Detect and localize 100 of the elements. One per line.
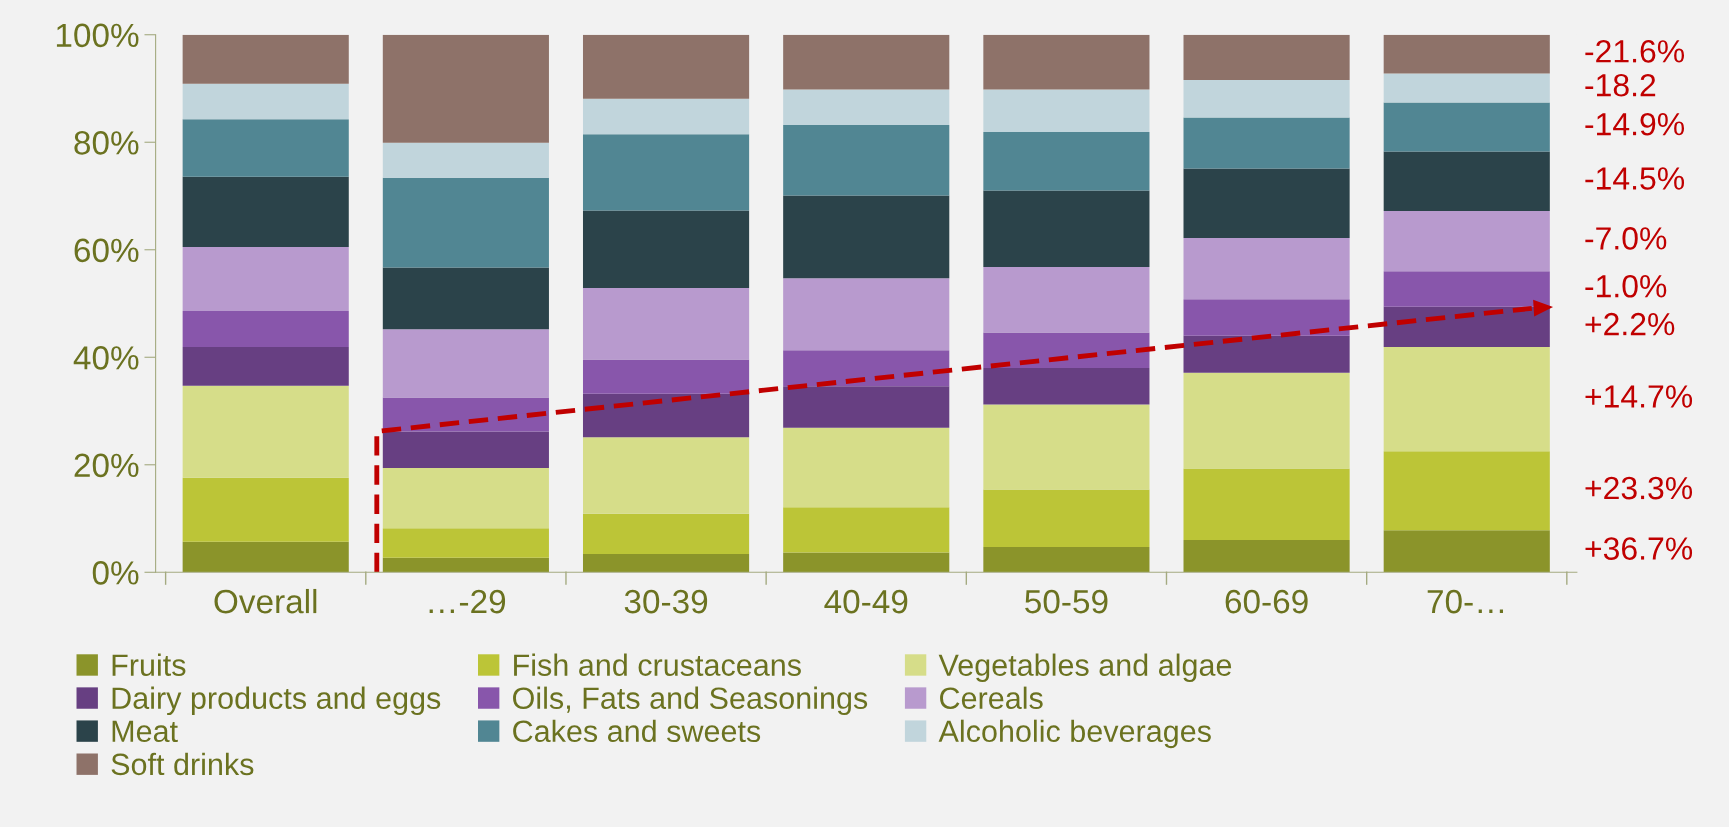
bar bbox=[1183, 372, 1350, 469]
bar bbox=[983, 489, 1150, 548]
bar bbox=[582, 437, 750, 514]
bar bbox=[783, 427, 950, 508]
legend-label: Dairy products and eggs bbox=[112, 686, 441, 716]
legend-label: Cakes and sweets bbox=[513, 719, 761, 743]
bar bbox=[1183, 117, 1350, 169]
bar bbox=[382, 267, 549, 330]
bar bbox=[382, 431, 549, 468]
bar bbox=[182, 385, 349, 478]
bar bbox=[582, 287, 750, 360]
bar bbox=[783, 195, 950, 279]
bar bbox=[1183, 168, 1350, 238]
text: +14.7% bbox=[1585, 385, 1693, 408]
x-tick-label: 70-… bbox=[1427, 589, 1503, 614]
bar bbox=[983, 332, 1150, 369]
bar bbox=[1383, 73, 1550, 103]
y-tick-label: 100% bbox=[56, 23, 139, 48]
legend-label: Fruits bbox=[112, 653, 186, 676]
bar bbox=[182, 83, 349, 120]
text: -21.6% bbox=[1585, 40, 1685, 63]
y-tick-label: 60% bbox=[74, 238, 139, 263]
bar bbox=[582, 34, 750, 99]
bar bbox=[1383, 271, 1550, 307]
y-tick-label: 40% bbox=[73, 346, 139, 370]
bar bbox=[1183, 79, 1350, 118]
bar bbox=[1383, 530, 1550, 573]
bar bbox=[1383, 102, 1550, 152]
y-tick-label: 0% bbox=[92, 561, 139, 585]
bar bbox=[783, 552, 950, 573]
bar bbox=[582, 393, 750, 438]
bar bbox=[582, 210, 750, 288]
text: -14.9% bbox=[1585, 112, 1685, 136]
bar bbox=[983, 266, 1150, 333]
legend-label: Fish and crustaceans bbox=[514, 653, 801, 676]
bar bbox=[983, 132, 1150, 191]
bar bbox=[182, 347, 349, 386]
bar bbox=[983, 34, 1150, 90]
legend-label: Soft drinks bbox=[111, 752, 254, 776]
bar bbox=[783, 278, 950, 351]
bar bbox=[182, 119, 349, 177]
bar bbox=[182, 311, 349, 348]
bar bbox=[783, 507, 950, 553]
bar bbox=[1183, 335, 1350, 373]
bar bbox=[983, 190, 1150, 267]
x-tick-label: 50-59 bbox=[1025, 589, 1108, 614]
x-tick-label: 30-39 bbox=[624, 589, 708, 614]
text: -18.2 bbox=[1585, 73, 1656, 97]
x-tick-label: Overall bbox=[214, 588, 317, 614]
bar bbox=[1383, 151, 1550, 212]
legend-label: Meat bbox=[112, 720, 178, 743]
bar bbox=[182, 541, 349, 573]
legend-label: Cereals bbox=[940, 686, 1043, 710]
bar bbox=[983, 404, 1150, 490]
legend-label: Oils, Fats and Seasonings bbox=[513, 686, 868, 716]
bar bbox=[382, 34, 549, 143]
bar bbox=[582, 98, 750, 135]
bar bbox=[382, 142, 549, 178]
bar bbox=[1183, 237, 1350, 300]
bar bbox=[182, 34, 349, 84]
bar bbox=[382, 468, 549, 529]
bar bbox=[182, 247, 349, 312]
text: -14.5% bbox=[1585, 167, 1685, 190]
legend-label: Vegetables and algae bbox=[938, 653, 1232, 683]
bar bbox=[1383, 347, 1550, 452]
bar bbox=[582, 513, 750, 555]
x-tick-label: …-29 bbox=[429, 589, 506, 614]
bar bbox=[783, 386, 950, 428]
bar bbox=[382, 557, 549, 573]
bar bbox=[1183, 299, 1350, 336]
bar bbox=[182, 176, 349, 248]
x-tick-label: 60-69 bbox=[1225, 589, 1308, 614]
text: -7.0% bbox=[1585, 227, 1667, 250]
x-tick-label: 40-49 bbox=[824, 589, 908, 614]
bar bbox=[1183, 468, 1350, 541]
bar bbox=[382, 329, 549, 398]
bar bbox=[783, 125, 950, 196]
bar bbox=[1183, 34, 1350, 80]
bar bbox=[382, 177, 549, 268]
bar bbox=[582, 134, 750, 211]
y-tick-label: 20% bbox=[74, 453, 139, 478]
bar bbox=[1383, 451, 1550, 531]
text: -1.0% bbox=[1585, 274, 1667, 298]
bar bbox=[582, 554, 750, 573]
bar bbox=[182, 477, 349, 542]
bar bbox=[1383, 34, 1550, 74]
bar bbox=[1383, 306, 1550, 348]
bar bbox=[582, 359, 750, 394]
bar bbox=[983, 547, 1150, 573]
bar bbox=[783, 34, 950, 90]
bar bbox=[783, 89, 950, 126]
text: +2.2% bbox=[1585, 312, 1675, 336]
bar bbox=[382, 528, 549, 558]
bar bbox=[1183, 540, 1350, 573]
legend-label: Alcoholic beverages bbox=[938, 719, 1211, 749]
bar bbox=[783, 350, 950, 387]
bar bbox=[983, 89, 1150, 133]
bar bbox=[1383, 211, 1550, 272]
text: +23.3% bbox=[1585, 476, 1693, 500]
bar bbox=[983, 368, 1150, 405]
